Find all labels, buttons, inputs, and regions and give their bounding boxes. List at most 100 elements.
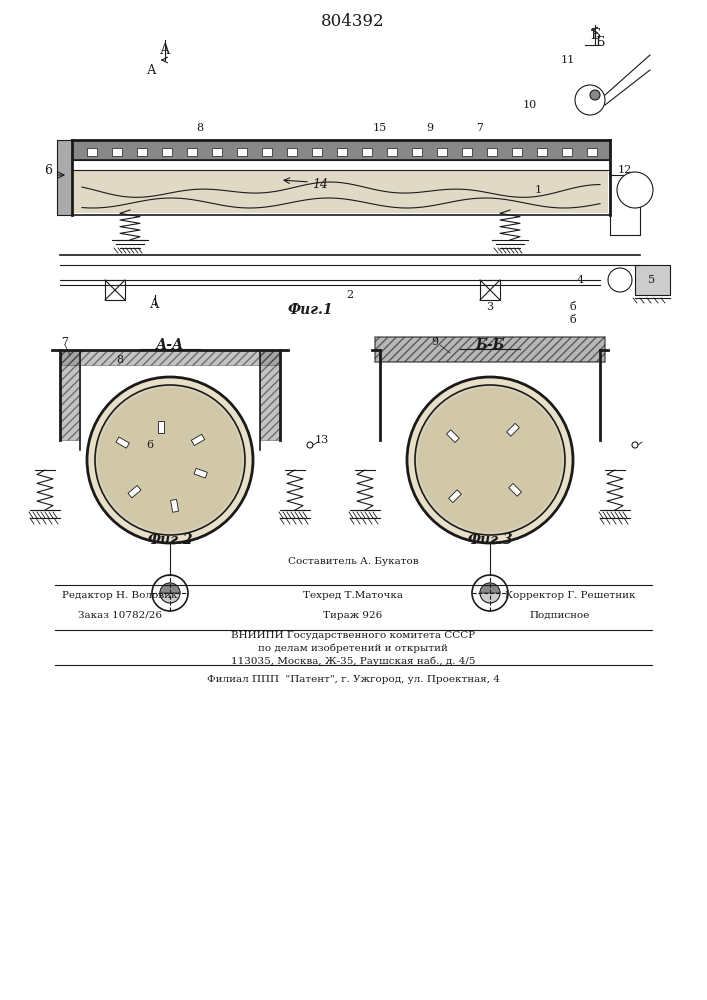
Text: б: б [570, 315, 576, 325]
Text: Тираж 926: Тираж 926 [323, 610, 382, 619]
Circle shape [307, 442, 313, 448]
Text: по делам изобретений и открытий: по делам изобретений и открытий [258, 643, 448, 653]
Circle shape [575, 85, 605, 115]
Text: 3: 3 [486, 302, 493, 312]
Text: А: А [147, 64, 157, 77]
Circle shape [407, 377, 573, 543]
Bar [337, 148, 347, 156]
Text: б: б [570, 302, 576, 312]
Text: 804392: 804392 [321, 13, 385, 30]
Bar [487, 148, 497, 156]
Circle shape [87, 377, 253, 543]
Bar [512, 148, 522, 156]
Text: Подписное: Подписное [530, 610, 590, 619]
Text: А: А [151, 298, 160, 312]
Text: А: А [160, 43, 170, 57]
Bar [212, 148, 222, 156]
Bar [162, 148, 172, 156]
Bar [112, 148, 122, 156]
Circle shape [152, 575, 188, 611]
Bar [72, 140, 610, 160]
Bar [480, 280, 500, 300]
Text: Б: Б [590, 28, 600, 42]
Circle shape [617, 172, 653, 208]
Circle shape [418, 388, 562, 532]
Bar [287, 148, 297, 156]
Text: 7: 7 [62, 337, 69, 347]
Bar [187, 148, 197, 156]
Bar [128, 485, 141, 498]
Bar [387, 148, 397, 156]
Bar [562, 148, 572, 156]
Text: 2: 2 [346, 290, 354, 300]
Bar [192, 434, 205, 446]
Text: Корректор Г. Решетник: Корректор Г. Решетник [505, 590, 636, 599]
Bar [362, 148, 372, 156]
Bar [509, 484, 522, 496]
Bar [262, 148, 272, 156]
Text: 8: 8 [117, 355, 124, 365]
Text: Б-Б: Б-Б [475, 338, 505, 352]
Text: 13: 13 [315, 435, 329, 445]
Text: 6: 6 [146, 440, 153, 450]
Circle shape [480, 583, 500, 603]
Bar [60, 350, 80, 440]
Bar [312, 148, 322, 156]
Text: Филиал ППП  "Патент", г. Ужгород, ул. Проектная, 4: Филиал ППП "Патент", г. Ужгород, ул. Про… [206, 676, 499, 684]
Circle shape [160, 583, 180, 603]
Circle shape [98, 388, 242, 532]
Bar [375, 337, 605, 362]
Bar [462, 148, 472, 156]
Bar [158, 421, 164, 433]
Bar [610, 175, 640, 235]
Bar [194, 468, 207, 478]
Text: Б: Б [595, 35, 604, 48]
Text: 10: 10 [523, 100, 537, 110]
Text: 4: 4 [576, 275, 583, 285]
Text: 11: 11 [561, 55, 575, 65]
Text: 9: 9 [431, 337, 438, 347]
Wedge shape [160, 583, 180, 593]
Circle shape [590, 90, 600, 100]
Circle shape [95, 385, 245, 535]
Text: 8: 8 [197, 123, 204, 133]
Circle shape [608, 268, 632, 292]
Circle shape [632, 442, 638, 448]
Text: Заказ 10782/26: Заказ 10782/26 [78, 610, 162, 619]
Bar [105, 280, 125, 300]
Bar [137, 148, 147, 156]
Text: 1: 1 [535, 185, 542, 195]
Text: 9: 9 [426, 123, 433, 133]
Text: 12: 12 [618, 165, 632, 175]
Text: 113035, Москва, Ж-35, Раушская наб., д. 4/5: 113035, Москва, Ж-35, Раушская наб., д. … [230, 656, 475, 666]
Bar [507, 423, 520, 436]
Bar [412, 148, 422, 156]
Bar [587, 148, 597, 156]
Bar [437, 148, 447, 156]
Bar [57, 140, 72, 215]
Text: 15: 15 [373, 123, 387, 133]
Text: 14: 14 [312, 178, 328, 192]
Text: Фиг.2: Фиг.2 [147, 533, 193, 547]
Text: 6: 6 [44, 163, 52, 176]
Text: ВНИИПИ Государственного комитета СССР: ВНИИПИ Государственного комитета СССР [231, 631, 475, 640]
Text: Редактор Н. Воловик: Редактор Н. Воловик [62, 590, 177, 599]
Text: А-А: А-А [156, 338, 184, 352]
Bar [635, 265, 670, 295]
Bar [170, 499, 179, 512]
Bar [237, 148, 247, 156]
Bar [87, 148, 97, 156]
Bar [60, 350, 280, 365]
Wedge shape [480, 583, 500, 593]
Circle shape [415, 385, 565, 535]
Text: Фиг.3: Фиг.3 [467, 533, 513, 547]
Text: Техред Т.Маточка: Техред Т.Маточка [303, 590, 403, 599]
Bar [449, 490, 462, 503]
Bar [116, 437, 129, 448]
Text: Составитель А. Букатов: Составитель А. Букатов [288, 558, 419, 566]
Bar [447, 430, 460, 442]
Bar [260, 350, 280, 440]
Text: 7: 7 [477, 123, 484, 133]
Text: Фиг.1: Фиг.1 [287, 303, 333, 317]
Circle shape [472, 575, 508, 611]
